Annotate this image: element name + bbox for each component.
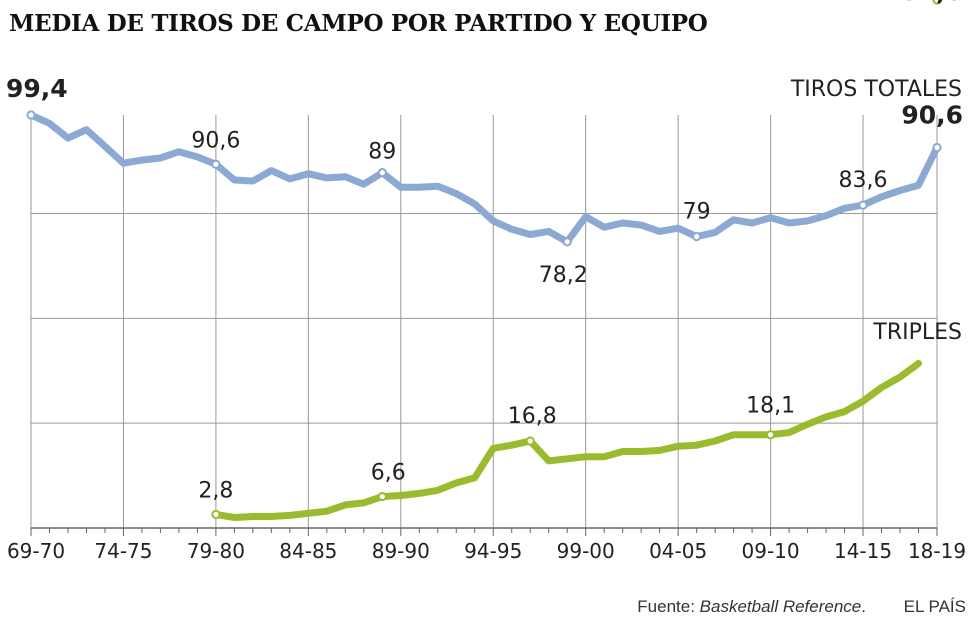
- brand-logo: EL PAÍS: [904, 597, 966, 616]
- x-tick-label: 14-15: [834, 539, 892, 563]
- data-point: [858, 200, 868, 210]
- x-tick-label: 18-19: [908, 539, 966, 563]
- data-point: [932, 0, 942, 5]
- series-points: [26, 0, 942, 519]
- data-point: [26, 110, 36, 120]
- source-name: Basketball Reference: [700, 597, 862, 616]
- x-tick-label: 99-00: [557, 539, 615, 563]
- data-label: 18,1: [746, 394, 795, 419]
- source-prefix: Fuente:: [637, 597, 699, 616]
- data-label: 79: [683, 200, 711, 225]
- data-label: 90,6: [901, 100, 963, 129]
- x-tick-label: 09-10: [742, 539, 800, 563]
- data-labels: 99,4 90,6 89 78,2 79 83,6 90,6 2,8 6,6 16,8 18,1 31…: [6, 0, 963, 503]
- x-axis: 69-70 74-75 79-80 84-85 89-90 94-95 99-00 04-05…: [7, 527, 966, 563]
- source-suffix: .: [861, 597, 866, 616]
- x-tick-label: 04-05: [649, 539, 707, 563]
- data-label: 99,4: [6, 74, 68, 103]
- data-label: 31,8: [901, 0, 963, 6]
- x-tick-label: 94-95: [464, 539, 522, 563]
- series-line-triples: [212, 359, 922, 521]
- x-tick-label: 89-90: [372, 539, 430, 563]
- data-label: 2,8: [198, 478, 233, 503]
- data-point: [377, 491, 387, 502]
- data-point: [211, 159, 221, 169]
- data-point: [932, 142, 942, 153]
- data-label: 83,6: [839, 168, 888, 193]
- source-note: Fuente: Basketball Reference.: [637, 597, 866, 616]
- series-name-tiros-totales: TIROS TOTALES: [790, 77, 962, 102]
- x-tick-label: 74-75: [94, 539, 152, 563]
- series-line-tiros-totales: [27, 111, 941, 246]
- data-label: 89: [368, 140, 396, 165]
- data-label: 78,2: [539, 263, 588, 288]
- data-point: [692, 231, 702, 242]
- data-point: [525, 436, 535, 446]
- x-tick-label: 69-70: [7, 539, 65, 563]
- data-label: 90,6: [191, 128, 240, 153]
- series-lines: [27, 111, 941, 521]
- data-point: [765, 430, 776, 440]
- data-label: 6,6: [371, 461, 406, 486]
- data-label: 16,8: [508, 404, 557, 429]
- chart-title: MEDIA DE TIROS DE CAMPO POR PARTIDO Y EQ…: [9, 10, 708, 37]
- series-name-triples: TRIPLES: [872, 320, 962, 345]
- data-point: [211, 509, 221, 519]
- data-point: [377, 168, 387, 178]
- data-point: [562, 237, 572, 247]
- x-tick-label: 79-80: [187, 539, 245, 563]
- x-tick-label: 84-85: [279, 539, 337, 563]
